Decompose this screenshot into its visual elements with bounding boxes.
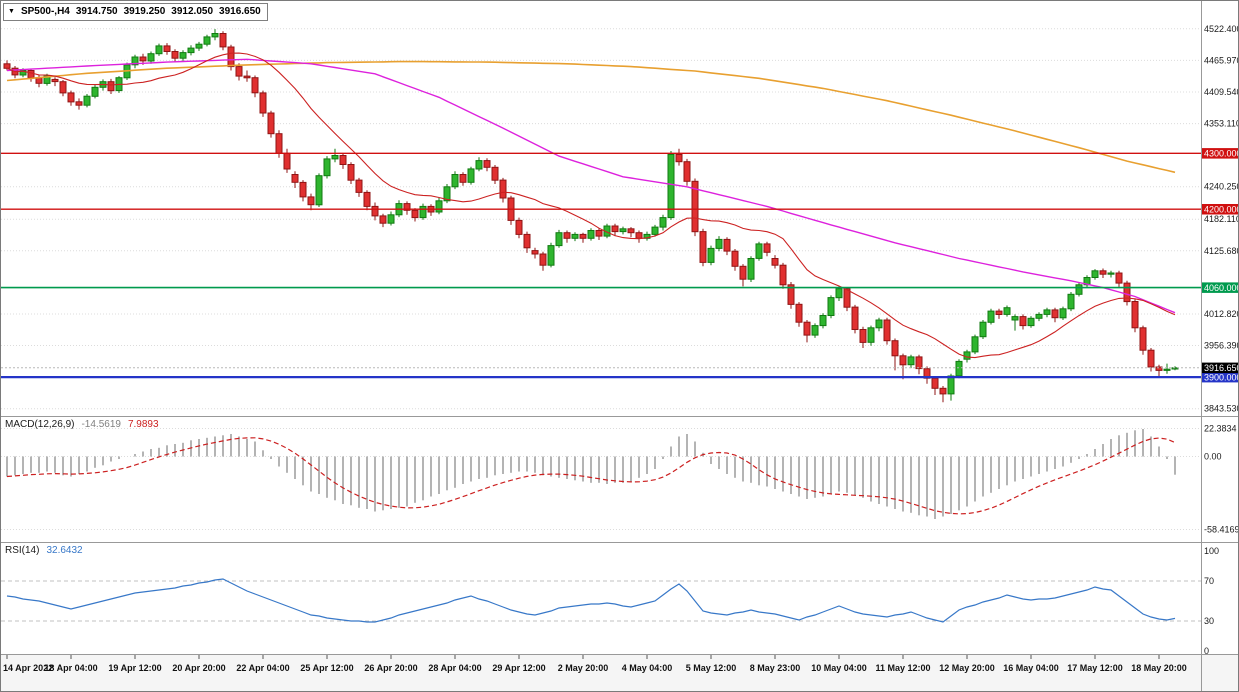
svg-text:4465.970: 4465.970 (1204, 55, 1239, 65)
symbol-dropdown-icon[interactable]: ▼ (8, 8, 15, 15)
svg-text:12 May 20:00: 12 May 20:00 (939, 663, 995, 673)
svg-text:20 Apr 20:00: 20 Apr 20:00 (172, 663, 225, 673)
svg-text:26 Apr 20:00: 26 Apr 20:00 (364, 663, 417, 673)
macd-histogram (1, 428, 1201, 530)
svg-text:28 Apr 04:00: 28 Apr 04:00 (428, 663, 481, 673)
svg-text:25 Apr 12:00: 25 Apr 12:00 (300, 663, 353, 673)
svg-text:18 Apr 04:00: 18 Apr 04:00 (44, 663, 97, 673)
ma-fast-red-line (6, 52, 1176, 359)
svg-text:3843.530: 3843.530 (1204, 404, 1239, 414)
svg-text:5 May 12:00: 5 May 12:00 (686, 663, 737, 673)
svg-text:10 May 04:00: 10 May 04:00 (811, 663, 867, 673)
svg-text:18 May 20:00: 18 May 20:00 (1131, 663, 1187, 673)
svg-text:4125.680: 4125.680 (1204, 246, 1239, 256)
symbol-info-bar[interactable]: ▼ SP500-,H4 3914.750 3919.250 3912.050 3… (3, 3, 268, 21)
svg-text:70: 70 (1204, 576, 1214, 586)
macd-name: MACD(12,26,9) (5, 419, 75, 430)
svg-text:100: 100 (1204, 546, 1219, 556)
svg-text:29 Apr 12:00: 29 Apr 12:00 (492, 663, 545, 673)
svg-text:4353.110: 4353.110 (1204, 119, 1239, 129)
svg-text:19 Apr 12:00: 19 Apr 12:00 (108, 663, 161, 673)
macd-value-main: -14.5619 (81, 419, 121, 430)
svg-text:4 May 04:00: 4 May 04:00 (622, 663, 673, 673)
rsi-indicator-label: RSI(14) 32.6432 (5, 545, 83, 556)
price-scale[interactable]: 4522.400 4465.970 4409.540 4353.110 4240.250… (1202, 24, 1239, 656)
rsi-value: 32.6432 (46, 545, 83, 556)
svg-text:16 May 04:00: 16 May 04:00 (1003, 663, 1059, 673)
ohlc-close-value: 3916.650 (219, 6, 261, 17)
macd-signal-line (6, 437, 1176, 515)
macd-value-signal: 7.9893 (127, 419, 159, 430)
ohlc-open-value: 3914.750 (75, 6, 118, 17)
svg-text:4409.540: 4409.540 (1204, 87, 1239, 97)
time-axis-background (1, 655, 1238, 691)
ma-slow-orange-line (6, 60, 1176, 174)
svg-text:14 Apr 2022: 14 Apr 2022 (3, 663, 53, 673)
svg-text:4522.400: 4522.400 (1204, 24, 1239, 34)
svg-text:-58.4169: -58.4169 (1204, 525, 1239, 535)
ohlc-low-value: 3912.050 (171, 6, 214, 17)
svg-text:11 May 12:00: 11 May 12:00 (875, 663, 930, 673)
macd-indicator-label: MACD(12,26,9) -14.5619 7.9893 (5, 419, 159, 430)
svg-text:22.3834: 22.3834 (1204, 424, 1237, 434)
svg-text:4200.000: 4200.000 (1204, 205, 1239, 215)
svg-text:3956.390: 3956.390 (1204, 341, 1239, 351)
ma-mid-magenta-line (6, 58, 1176, 314)
svg-text:3900.000: 3900.000 (1204, 372, 1239, 382)
svg-text:0: 0 (1204, 646, 1209, 656)
svg-text:4182.110: 4182.110 (1204, 214, 1239, 224)
svg-text:8 May 23:00: 8 May 23:00 (750, 663, 801, 673)
symbol-period-label: SP500-,H4 (20, 6, 70, 17)
svg-text:4060.000: 4060.000 (1204, 283, 1239, 293)
svg-text:4240.250: 4240.250 (1204, 182, 1239, 192)
svg-text:17 May 12:00: 17 May 12:00 (1067, 663, 1123, 673)
rsi-name: RSI(14) (5, 545, 40, 556)
ohlc-high-value: 3919.250 (123, 6, 166, 17)
svg-text:22 Apr 04:00: 22 Apr 04:00 (236, 663, 289, 673)
svg-text:0.00: 0.00 (1204, 452, 1222, 462)
svg-text:2 May 20:00: 2 May 20:00 (558, 663, 609, 673)
rsi-panel (1, 580, 1201, 622)
svg-text:3916.650: 3916.650 (1204, 363, 1239, 373)
rsi-line (6, 578, 1176, 623)
svg-text:30: 30 (1204, 616, 1214, 626)
svg-text:4300.000: 4300.000 (1204, 149, 1239, 159)
svg-text:4012.820: 4012.820 (1204, 309, 1239, 319)
